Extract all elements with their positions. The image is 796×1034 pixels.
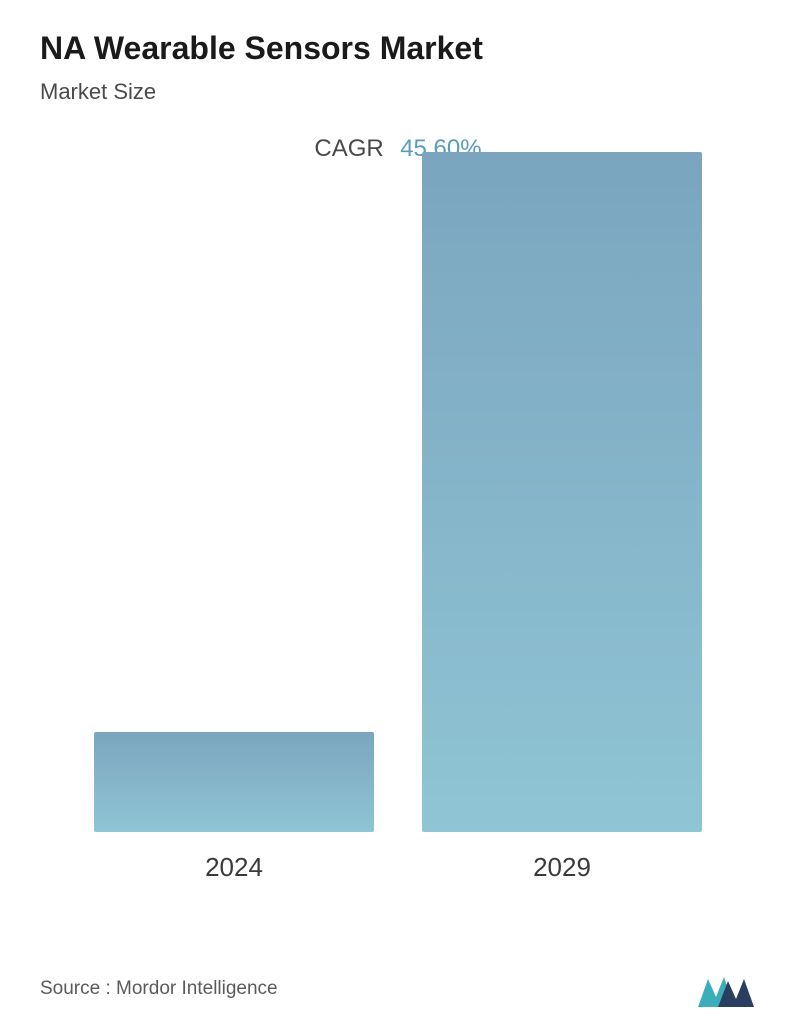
bar-1 — [422, 152, 702, 832]
footer: Source : Mordor Intelligence — [40, 969, 756, 1009]
chart-title: NA Wearable Sensors Market — [40, 30, 756, 67]
source-text: Source : Mordor Intelligence — [40, 978, 278, 1000]
bar-container-0: 2024 — [94, 732, 374, 883]
bar-label-1: 2029 — [533, 852, 591, 883]
bar-container-1: 2029 — [422, 152, 702, 883]
bar-label-0: 2024 — [205, 852, 263, 883]
mordor-logo-icon — [696, 969, 756, 1009]
bar-0 — [94, 732, 374, 832]
cagr-label: CAGR — [314, 135, 383, 162]
chart-area: 2024 2029 — [40, 183, 756, 883]
chart-subtitle: Market Size — [40, 79, 756, 105]
